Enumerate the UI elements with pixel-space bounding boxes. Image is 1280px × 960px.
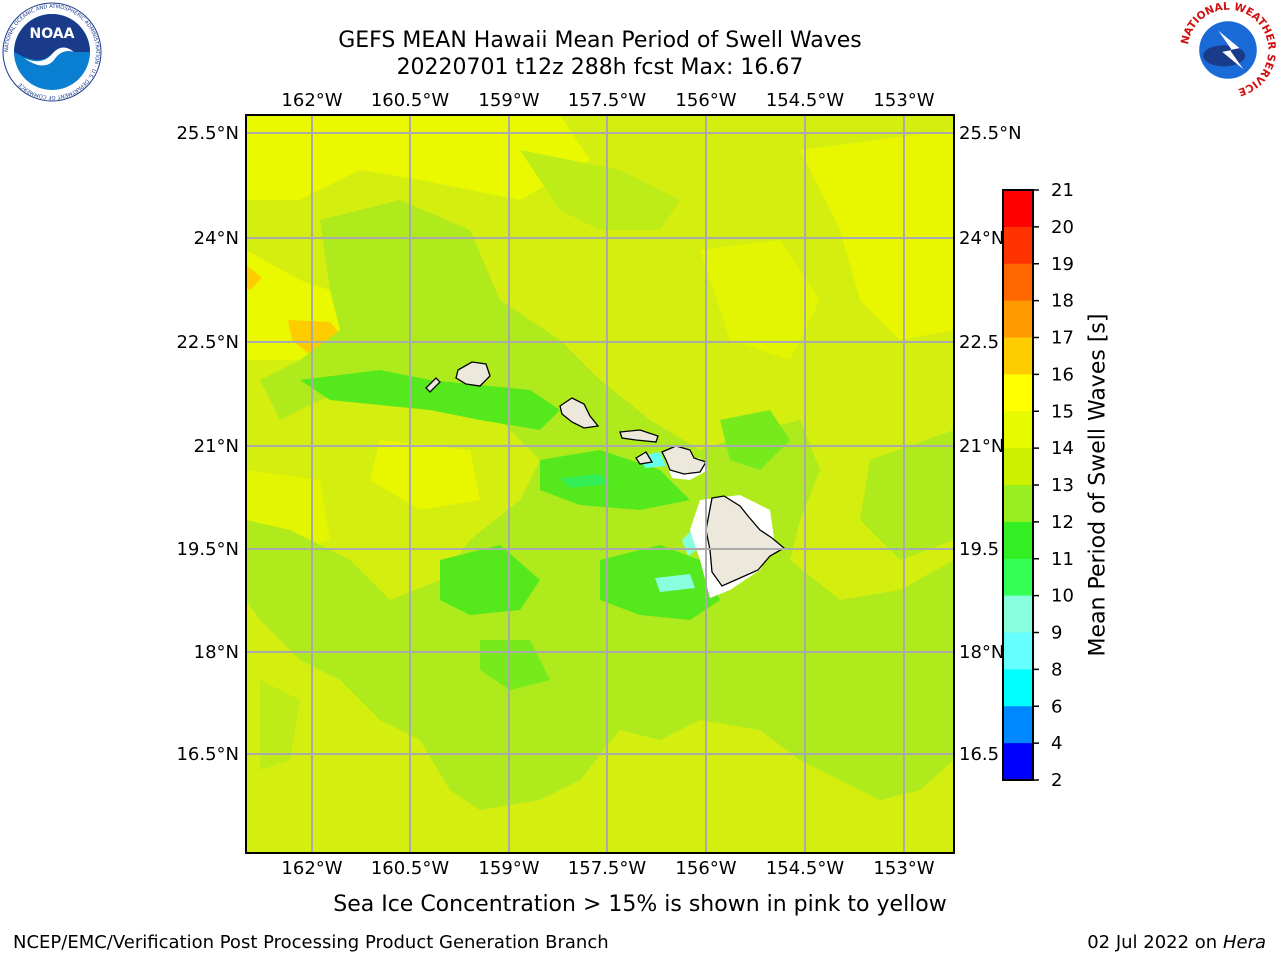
- colorbar-tick-label: 16: [1051, 364, 1074, 385]
- colorbar-tick-label: 14: [1051, 438, 1074, 459]
- colorbar-swatch: [1003, 485, 1033, 523]
- colorbar-tick-label: 8: [1051, 659, 1062, 680]
- lat-label: 24°N: [194, 228, 239, 249]
- date-text: 02 Jul 2022 on: [1087, 932, 1223, 953]
- lon-label: 156°W: [675, 858, 736, 879]
- lat-label: 22.5°N: [176, 332, 239, 353]
- lon-label: 153°W: [873, 858, 934, 879]
- lat-label: 21°N: [194, 436, 239, 457]
- lat-label: 24°N: [959, 228, 1004, 249]
- lon-label: 160.5°W: [371, 858, 450, 879]
- colorbar-tick-label: 17: [1051, 328, 1074, 349]
- colorbar-swatch: [1003, 300, 1033, 338]
- colorbar-swatch: [1003, 595, 1033, 633]
- colorbar-tick-label: 12: [1051, 512, 1074, 533]
- lat-label: 25.5°N: [176, 123, 239, 144]
- colorbar-tick-label: 2: [1051, 770, 1062, 791]
- island-outlines: [425, 361, 786, 587]
- lat-label: 22.5: [959, 332, 999, 353]
- colorbar-swatch: [1003, 190, 1033, 228]
- chart-subtitle-forecast: 20220701 t12z 288h fcst Max: 16.67: [396, 55, 804, 80]
- colorbar-swatch: [1003, 411, 1033, 449]
- colorbar-tick-label: 18: [1051, 291, 1074, 312]
- lon-labels-bottom: 162°W 160.5°W 159°W 157.5°W 156°W 154.5°…: [281, 858, 934, 879]
- colorbar-swatch: [1003, 226, 1033, 265]
- colorbar-tick-label: 13: [1051, 475, 1074, 496]
- lat-labels-left: 25.5°N 24°N 22.5°N 21°N 19.5°N 18°N 16.5…: [176, 123, 239, 765]
- lat-labels-right: 25.5°N 24°N 22.5 21°N 19.5 18°N 16.5: [959, 123, 1022, 765]
- lon-labels-top: 162°W 160.5°W 159°W 157.5°W 156°W 154.5°…: [281, 90, 934, 111]
- lon-label: 157.5°W: [568, 858, 647, 879]
- noaa-logo-icon: NATIONAL OCEANIC AND ATMOSPHERIC ADMINIS…: [2, 2, 102, 102]
- colorbar-swatch: [1003, 263, 1033, 302]
- credit-line: NCEP/EMC/Verification Post Processing Pr…: [13, 932, 609, 953]
- colorbar-swatch: [1003, 669, 1033, 707]
- lat-label: 19.5°N: [176, 539, 239, 560]
- colorbar-tick-label: 11: [1051, 549, 1074, 570]
- lat-label: 25.5°N: [959, 123, 1022, 144]
- colorbar-tick-label: 15: [1051, 401, 1074, 422]
- graticule: [246, 115, 954, 853]
- lat-label: 16.5°N: [176, 744, 239, 765]
- lon-label: 154.5°W: [766, 90, 845, 111]
- noaa-logo-text: NOAA: [30, 26, 75, 42]
- colorbar-swatch: [1003, 521, 1033, 560]
- lat-label: 18°N: [194, 642, 239, 663]
- lon-label: 160.5°W: [371, 90, 450, 111]
- colorbar-swatch: [1003, 706, 1033, 744]
- lon-label: 157.5°W: [568, 90, 647, 111]
- colorbar-tick-label: 6: [1051, 696, 1062, 717]
- colorbar-label: Mean Period of Swell Waves [s]: [1085, 313, 1111, 657]
- colorbar-tick-label: 19: [1051, 254, 1074, 275]
- lat-label: 16.5: [959, 744, 999, 765]
- colorbar-swatch: [1003, 743, 1033, 781]
- colorbar-swatch: [1003, 632, 1033, 670]
- colorbar-swatch: [1003, 374, 1033, 412]
- swell-field: [246, 115, 954, 853]
- lon-label: 162°W: [281, 858, 342, 879]
- lon-label: 162°W: [281, 90, 342, 111]
- lat-label: 21°N: [959, 436, 1004, 457]
- lon-label: 153°W: [873, 90, 934, 111]
- chart-title: GEFS MEAN Hawaii Mean Period of Swell Wa…: [338, 28, 862, 53]
- colorbar-swatch: [1003, 448, 1033, 486]
- lon-label: 159°W: [478, 858, 539, 879]
- host-name: Hera: [1222, 932, 1266, 953]
- colorbar-swatch: [1003, 337, 1033, 375]
- sea-ice-note: Sea Ice Concentration > 15% is shown in …: [333, 892, 947, 917]
- map-frame: [245, 114, 955, 854]
- nws-logo-icon: NATIONAL WEATHER SERVICE: [1179, 2, 1277, 98]
- lon-label: 159°W: [478, 90, 539, 111]
- date-line: 02 Jul 2022 on Hera: [1087, 932, 1266, 953]
- lon-label: 154.5°W: [766, 858, 845, 879]
- colorbar-tick-label: 21: [1051, 180, 1074, 201]
- lat-label: 18°N: [959, 642, 1004, 663]
- colorbar-tick-label: 10: [1051, 586, 1074, 607]
- colorbar: 21 20 19 18 17 16 15 14 13 12 11 10 9 8 6 4 2: [1002, 180, 1074, 791]
- colorbar-tick-label: 9: [1051, 623, 1062, 644]
- colorbar-tick-label: 4: [1051, 733, 1062, 754]
- colorbar-tick-label: 20: [1051, 217, 1074, 238]
- lon-label: 156°W: [675, 90, 736, 111]
- lat-label: 19.5: [959, 539, 999, 560]
- colorbar-swatch: [1003, 558, 1033, 597]
